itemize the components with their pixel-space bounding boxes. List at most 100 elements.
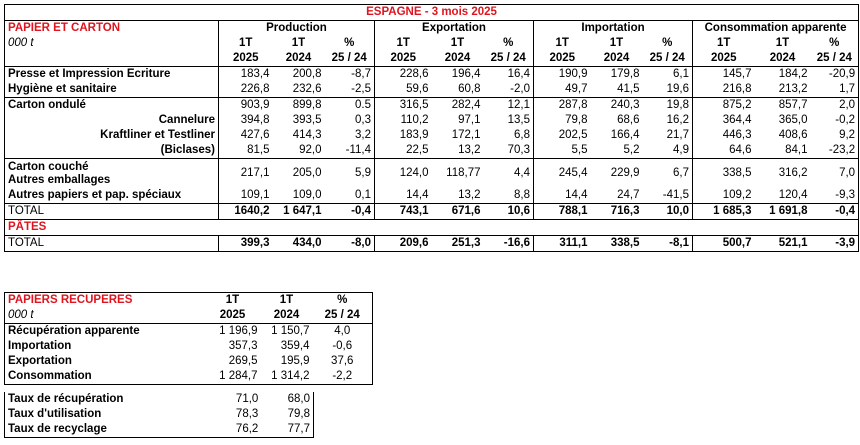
col-header: 25 / 24 [483, 51, 534, 67]
cell: 78,3 [235, 408, 259, 420]
cell: 76,2 [235, 423, 259, 435]
row-label: Importation [8, 340, 72, 352]
col-header: 2025 [533, 51, 591, 67]
cell: 22,5 [374, 143, 432, 159]
cell: 196,4 [451, 68, 481, 80]
cell: 7,0 [839, 167, 856, 179]
cell: 899,8 [292, 99, 322, 111]
cell: 357,3 [228, 340, 258, 352]
cell: -2,0 [483, 82, 534, 98]
cell: 81,5 [218, 143, 273, 159]
group-header-production: Production [218, 20, 375, 36]
cell: 179,8 [610, 68, 640, 80]
table-row: Taux d'utilisation 78,3 79,8 [5, 407, 314, 422]
table-row: Hygiène et sanitaire 226,8 232,6 -2,5 59,6… [4, 82, 859, 98]
cell: 427,6 [218, 128, 273, 143]
cell: 6,8 [514, 129, 530, 141]
row-label: Carton couché Autres emballages [5, 159, 219, 189]
col-header: 1T [609, 37, 624, 49]
cell: 60,8 [431, 82, 484, 98]
recovered-paper-table: PAPIERS RECUPERES 1T 1T % 000 t 2025 202… [4, 292, 373, 385]
cell: 109,1 [218, 188, 273, 204]
col-header: 1T [374, 36, 432, 51]
cell: 5,2 [590, 143, 643, 159]
cell: -0,4 [810, 203, 859, 220]
col-header: 2025 [374, 51, 432, 67]
cell: 245,4 [533, 158, 591, 188]
cell: 97,1 [458, 114, 481, 126]
cell: 251,3 [451, 237, 481, 249]
cell: 500,7 [692, 235, 755, 252]
col-header: % [344, 37, 355, 49]
cell: 110,2 [374, 113, 432, 128]
cell: 209,6 [374, 235, 432, 252]
cell: 41,5 [590, 82, 643, 98]
cell: 399,3 [218, 235, 273, 252]
cell: 269,5 [228, 355, 258, 367]
cell: 2,0 [839, 99, 856, 111]
cell: 1 685,3 [692, 203, 755, 220]
group-header-exportation: Exportation [374, 20, 534, 36]
cell: 6,7 [673, 167, 689, 179]
cell: 1,7 [810, 82, 859, 98]
cell: -11,4 [324, 143, 375, 159]
cell: 190,9 [533, 66, 591, 82]
cell: 19,6 [642, 82, 693, 98]
cell: 359,4 [280, 340, 310, 352]
cell: 394,8 [218, 113, 273, 128]
cell: 743,1 [374, 203, 432, 220]
table-row: Presse et Impression Ecriture 183,4 200,8… [5, 66, 859, 82]
cell: 316,2 [778, 167, 808, 179]
cell: 64,6 [692, 143, 755, 159]
col-header: 1T [775, 37, 790, 49]
cell: 68,0 [287, 393, 310, 405]
cell: 216,8 [692, 82, 755, 98]
group-header-consommation: Consommation apparente [691, 20, 859, 36]
row-label: Taux d'utilisation [8, 408, 102, 420]
cell: 124,0 [374, 158, 432, 188]
cell: 5,9 [355, 167, 371, 179]
col-header: 1T [692, 36, 755, 51]
cell: 183,4 [218, 66, 273, 82]
row-label: Taux de récupération [8, 393, 124, 405]
row-label: TOTAL [4, 203, 219, 220]
row-label-line: Autres emballages [8, 173, 111, 186]
col-header: % [662, 37, 673, 49]
cell: -0,6 [332, 340, 353, 352]
cell: 205,0 [292, 167, 322, 179]
col-header: % [829, 37, 840, 49]
col-header: 2024 [590, 51, 643, 67]
table-row: Exportation 269,5 195,9 37,6 [5, 354, 373, 369]
section-title: PAPIER ET CARTON [8, 22, 121, 34]
cell: 282,4 [451, 99, 481, 111]
col-header: 1T [450, 37, 465, 49]
pates-total-row: TOTAL 399,3 434,0 -8,0 209,6 251,3 -16,6 311… [5, 235, 859, 252]
table-row: Cannelure 394,8 393,5 0,3 110,2 97,1 13,5 79… [5, 113, 859, 128]
cell: 1 647,1 [272, 203, 325, 220]
row-label: Cannelure [158, 114, 215, 126]
cell: 1 150,7 [271, 325, 310, 337]
table-row: Carton ondulé 903,9 899,8 0.5 316,5 282,4 12… [5, 97, 859, 113]
cell: 166,4 [610, 129, 640, 141]
cell: 875,2 [692, 97, 755, 113]
cell: 200,8 [292, 68, 322, 80]
cell: 68,6 [617, 114, 640, 126]
row-label: Carton ondulé [8, 99, 86, 111]
cell: 1 691,8 [754, 203, 811, 220]
table-row: Autres papiers et pap. spéciaux 109,1 109… [4, 188, 859, 204]
paper-board-table: ESPAGNE - 3 mois 2025 PAPIER ET CARTON P… [4, 4, 860, 252]
cell: -23,2 [810, 143, 859, 159]
table-row: Taux de récupération 71,0 68,0 [5, 392, 314, 407]
cell: 16,2 [666, 114, 689, 126]
cell: 4,4 [514, 167, 530, 179]
section-title: PAPIERS RECUPERES [8, 294, 133, 306]
table-row: Importation 357,3 359,4 -0,6 [5, 339, 373, 354]
col-header: 2025 [692, 51, 755, 67]
cell: 14,4 [533, 188, 591, 204]
table-row: Récupération apparente 1 196,9 1 150,7 4… [5, 324, 373, 340]
cell: 788,1 [533, 203, 591, 220]
cell: -20,9 [828, 68, 856, 80]
total-row: TOTAL 1640,2 1 647,1 -0,4 743,1 671,6 10,6 7… [4, 203, 859, 220]
col-header: 2024 [272, 51, 325, 67]
cell: 79,8 [287, 408, 310, 420]
